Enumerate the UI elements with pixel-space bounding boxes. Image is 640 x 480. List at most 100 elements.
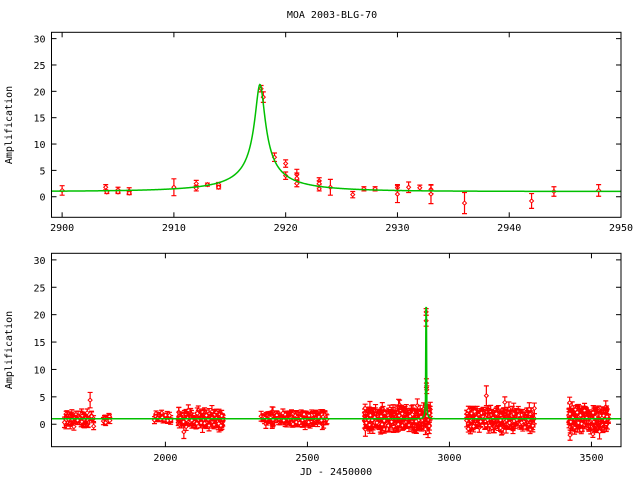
point-marker [422, 426, 429, 432]
x-tick-label: 2930 [385, 223, 409, 234]
data-point [126, 190, 132, 196]
point-marker [88, 413, 95, 419]
point-marker [203, 412, 210, 419]
point-marker [396, 412, 402, 419]
point-marker [280, 410, 286, 416]
point-marker [316, 180, 322, 187]
data-point [396, 408, 402, 423]
point-marker [61, 419, 68, 426]
point-marker [294, 175, 300, 182]
data-point [90, 422, 97, 431]
y-tick-label: 15 [33, 338, 45, 349]
data-point [385, 419, 392, 432]
point-marker [102, 419, 109, 426]
y-tick-label: 0 [39, 420, 45, 431]
data-layer [51, 306, 621, 441]
point-marker [282, 160, 289, 167]
y-tick-label: 15 [33, 114, 45, 125]
data-point [215, 184, 222, 190]
point-marker [296, 420, 303, 426]
data-point [413, 417, 419, 426]
point-marker [417, 185, 423, 191]
y-tick-label: 20 [33, 311, 45, 322]
data-point [218, 420, 224, 432]
y-tick-label: 25 [33, 283, 45, 294]
point-marker [103, 184, 109, 190]
point-marker [428, 191, 434, 197]
data-point [461, 191, 468, 215]
data-point [290, 420, 296, 428]
point-marker [79, 419, 85, 425]
point-marker [367, 412, 374, 418]
data-point [394, 185, 401, 204]
point-marker [305, 419, 312, 425]
x-tick-label: 2950 [609, 223, 633, 234]
point-marker [461, 200, 468, 206]
point-marker [126, 190, 132, 196]
point-marker [166, 412, 173, 419]
point-marker [350, 191, 356, 198]
x-tick-label: 2920 [274, 223, 298, 234]
point-marker [162, 412, 169, 418]
point-marker [405, 184, 412, 190]
y-tick-label: 10 [33, 365, 45, 376]
data-point [417, 184, 423, 192]
data-point [320, 411, 326, 423]
y-tick-label: 20 [33, 87, 45, 98]
data-point [381, 414, 387, 427]
y-tick-label: 30 [33, 35, 45, 46]
point-marker [218, 422, 224, 429]
data-point [296, 418, 303, 428]
data-point [316, 186, 322, 192]
x-tick-label: 2900 [50, 223, 74, 234]
chart-title: MOA 2003-BLG-70 [287, 10, 377, 21]
point-marker [413, 418, 419, 425]
data-point [362, 403, 368, 413]
x-tick-label: 2940 [497, 223, 521, 234]
point-marker [180, 419, 187, 425]
y-tick-label: 5 [39, 166, 45, 177]
data-point [102, 419, 109, 427]
x-tick-label: 3500 [579, 453, 603, 464]
point-marker [218, 413, 225, 419]
top-panel-zoomed: 0 5 10 15 20 25 30 2900 2910 2920 2930 2940 2950 [33, 31, 633, 234]
data-point [306, 412, 312, 419]
data-point [367, 408, 374, 423]
point-marker [90, 423, 97, 429]
data-point [103, 184, 109, 191]
point-marker [306, 412, 312, 419]
point-marker [193, 180, 199, 187]
y-tick-label: 10 [33, 140, 45, 151]
x-tick-label: 2500 [295, 453, 319, 464]
data-layer [51, 83, 621, 215]
plot-frame [51, 31, 622, 218]
data-point [407, 409, 413, 423]
model-curve [51, 83, 621, 193]
y-tick-label: 5 [39, 393, 45, 404]
data-point [162, 412, 169, 418]
point-marker [201, 420, 208, 426]
data-point [282, 159, 289, 168]
data-point [171, 178, 177, 197]
data-point [428, 184, 434, 205]
point-marker [71, 423, 77, 430]
point-marker [374, 420, 380, 426]
point-marker [363, 420, 369, 426]
point-marker [294, 180, 300, 187]
x-tick-label: 2000 [153, 453, 177, 464]
point-marker [194, 420, 200, 427]
x-tick-label: 3000 [437, 453, 461, 464]
point-marker [194, 410, 201, 417]
point-marker [395, 421, 401, 427]
point-marker [426, 423, 432, 429]
x-tick-label: 2910 [162, 223, 186, 234]
bottom-panel-full: 0 5 10 15 20 25 30 2000 2500 3000 3500 [33, 252, 622, 464]
point-marker [301, 411, 307, 418]
point-marker [378, 413, 384, 419]
y-tick-label: 0 [39, 193, 45, 204]
y-tick-label: 25 [33, 61, 45, 72]
point-marker [316, 186, 322, 192]
point-marker [399, 411, 406, 417]
data-point [595, 184, 602, 197]
